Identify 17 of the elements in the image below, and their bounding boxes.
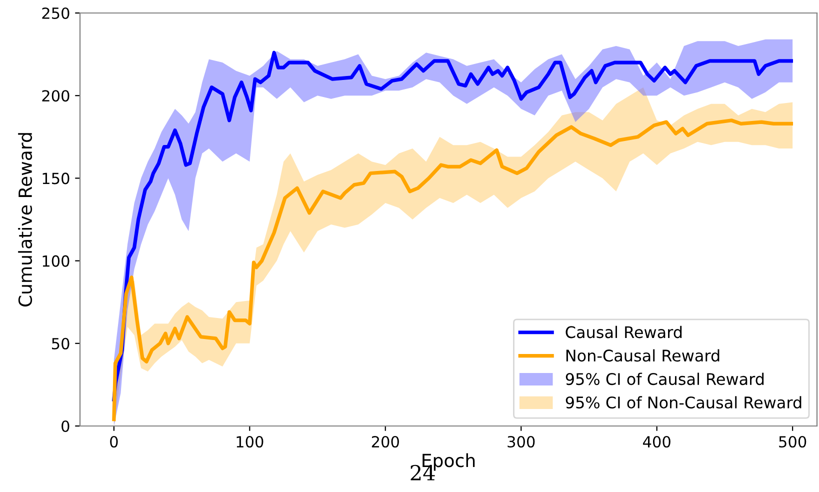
y-tick-label: 50 bbox=[52, 338, 70, 350]
x-tick-label: 100 bbox=[236, 436, 264, 448]
y-tick-label: 100 bbox=[42, 255, 70, 267]
y-tick-label: 250 bbox=[42, 7, 70, 20]
x-tick-label: 200 bbox=[372, 436, 399, 448]
legend-label: 95% CI of Non-Causal Reward bbox=[566, 396, 802, 409]
legend-label: Causal Reward bbox=[566, 326, 682, 338]
legend-label: Non-Causal Reward bbox=[566, 349, 720, 362]
x-tick-label: 400 bbox=[643, 436, 670, 448]
x-tick-label: 300 bbox=[508, 436, 535, 448]
y-tick-label: 200 bbox=[42, 90, 70, 102]
y-tick-label: 150 bbox=[42, 172, 70, 184]
legend-label: 95% CI of Causal Reward bbox=[566, 372, 764, 386]
x-tick-label: 500 bbox=[779, 436, 806, 448]
y-tick-label: 0 bbox=[62, 420, 70, 432]
y-axis-title: Cumulative Reward bbox=[18, 133, 32, 307]
x-tick-label: 0 bbox=[110, 436, 118, 448]
